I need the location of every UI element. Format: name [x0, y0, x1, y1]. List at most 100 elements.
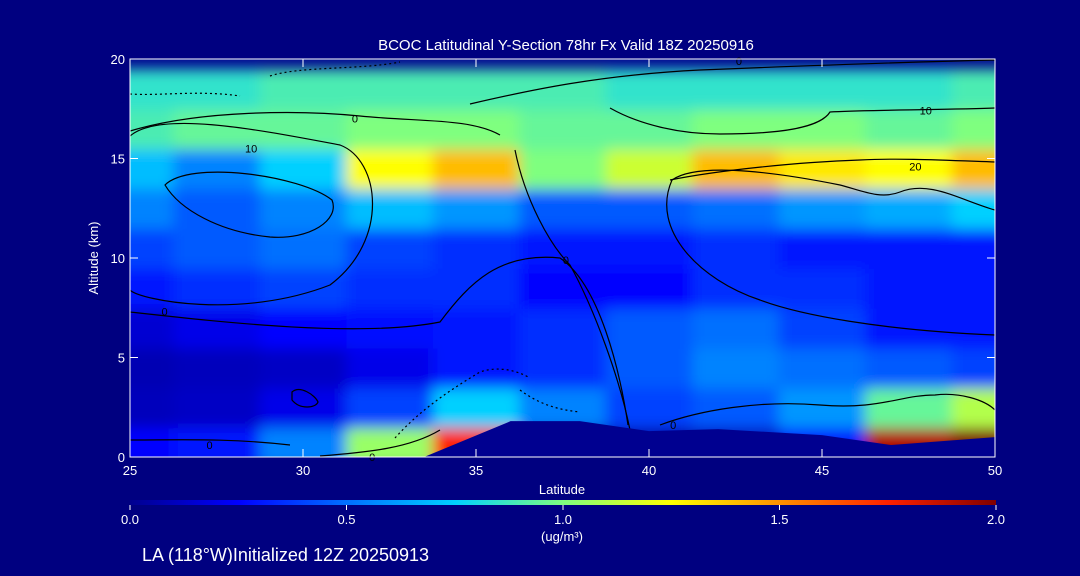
heat-cell — [173, 188, 261, 230]
heat-cell — [865, 387, 953, 429]
heat-cell — [346, 108, 434, 150]
contour-label: 10 — [245, 144, 257, 156]
y-tick-label: 10 — [111, 251, 125, 266]
heat-cell — [432, 148, 521, 190]
heat-cell — [432, 108, 521, 150]
contour-label: 0 — [670, 420, 676, 432]
heat-cell — [605, 307, 694, 349]
colorbar-ticks: 0.0 0.5 1.0 1.5 2.0 — [121, 505, 1005, 527]
heat-cell — [951, 387, 995, 429]
heat-cell — [259, 148, 348, 190]
y-tick-label: 15 — [111, 152, 125, 167]
heat-cell — [865, 108, 953, 150]
heat-cell — [519, 188, 607, 230]
contour-lines — [130, 59, 995, 457]
heat-cell — [173, 347, 261, 389]
heat-cell — [692, 387, 780, 429]
heat-cell — [778, 387, 867, 429]
contour-labels: 0 10 0 0 0 0 10 20 0 0 — [162, 56, 932, 464]
heat-cell — [130, 188, 175, 230]
heat-cell — [951, 68, 995, 110]
contour-line-0-surface — [319, 429, 441, 457]
colorbar-tick-label: 2.0 — [987, 512, 1005, 527]
plot-area: 0 10 0 0 0 0 10 20 0 0 — [129, 56, 996, 464]
heat-cell — [951, 148, 995, 190]
heat-cell — [130, 427, 175, 457]
heat-cell — [130, 347, 175, 389]
contour-line-20-right — [669, 158, 995, 181]
colorbar-tick-label: 1.0 — [554, 512, 572, 527]
init-caption: LA (118°W)Initialized 12Z 20250913 — [142, 545, 429, 565]
heat-cell — [692, 188, 780, 230]
heat-cell — [130, 148, 175, 190]
heat-cell — [259, 427, 348, 457]
heat-cell — [259, 228, 348, 269]
heat-cell — [778, 148, 867, 190]
contour-line-dotted-1 — [130, 92, 241, 97]
heat-cell — [173, 228, 261, 269]
heat-cell — [605, 148, 694, 190]
heat-cell — [951, 307, 995, 349]
x-tick-label: 35 — [469, 463, 483, 478]
heat-cell — [432, 347, 521, 389]
chart-title: BCOC Latitudinal Y-Section 78hr Fx Valid… — [378, 37, 754, 54]
heat-cell — [432, 267, 521, 309]
colorbar-unit: (ug/m³) — [541, 529, 583, 544]
heat-cell — [605, 228, 694, 269]
heat-cell — [130, 228, 175, 269]
x-axis: 25 30 35 40 45 50 — [123, 59, 1002, 478]
heat-cell — [259, 347, 348, 389]
colorbar-tick-label: 0.5 — [337, 512, 355, 527]
contour-line-0-mid — [130, 256, 629, 426]
heat-cell — [692, 68, 780, 110]
contour-line-0-upper-left — [130, 111, 501, 136]
heat-cell — [519, 108, 607, 150]
heat-cell — [259, 68, 348, 110]
heat-cell — [605, 387, 694, 429]
heat-cell — [346, 68, 434, 110]
y-tick-label: 5 — [118, 351, 125, 366]
heat-cell — [605, 108, 694, 150]
y-tick-label: 0 — [118, 450, 125, 465]
heat-cell — [778, 228, 867, 269]
heat-cell — [865, 307, 953, 349]
heat-cell — [692, 307, 780, 349]
heat-cell — [605, 188, 694, 230]
heat-cell — [173, 387, 261, 429]
contour-line-small-loop — [291, 389, 319, 408]
heat-cell — [432, 307, 521, 349]
contour-label: 0 — [352, 114, 358, 126]
heat-cell — [346, 148, 434, 190]
contour-line-lower-right — [659, 393, 995, 426]
heat-cell — [692, 347, 780, 389]
heat-cell — [865, 347, 953, 389]
heat-cell — [346, 387, 434, 429]
heat-cell — [346, 188, 434, 230]
contour-line-inner-right — [666, 169, 995, 336]
heat-cell — [130, 68, 175, 110]
heat-cell — [432, 188, 521, 230]
colorbar-gradient — [130, 500, 996, 505]
heat-cell — [432, 68, 521, 110]
heat-cell — [951, 108, 995, 150]
heat-cell — [951, 267, 995, 309]
contour-label: 0 — [162, 307, 168, 319]
heat-cell — [778, 188, 867, 230]
heat-cell — [951, 228, 995, 269]
heatmap-cells — [130, 68, 995, 457]
contour-label: 0 — [736, 56, 742, 68]
y-axis-label: Altitude (km) — [86, 222, 101, 295]
heat-cell — [865, 228, 953, 269]
heat-cell — [778, 267, 867, 309]
heat-cell — [865, 267, 953, 309]
heat-cell — [259, 387, 348, 429]
heat-cell — [605, 347, 694, 389]
contour-label: 0 — [563, 255, 569, 267]
heat-cell — [519, 148, 607, 190]
heat-cell — [173, 68, 261, 110]
heat-cell — [692, 108, 780, 150]
heat-cell — [519, 307, 607, 349]
heat-cell — [778, 68, 867, 110]
